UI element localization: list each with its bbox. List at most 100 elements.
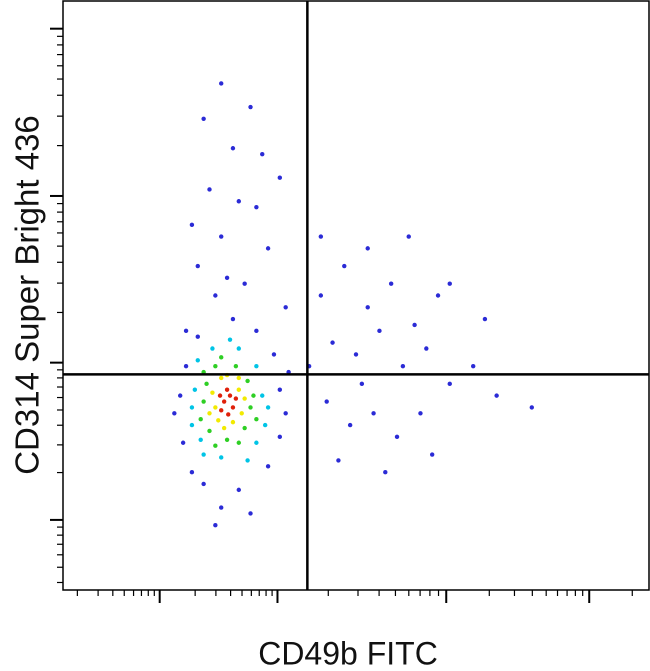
- event-dot: [210, 346, 215, 351]
- event-dot: [371, 411, 376, 416]
- event-dot: [180, 440, 186, 445]
- event-dot: [277, 434, 283, 440]
- event-dot: [377, 328, 382, 334]
- event-dot: [318, 234, 324, 239]
- event-dot: [271, 352, 277, 357]
- event-dot: [245, 378, 250, 384]
- event-dot: [183, 363, 189, 369]
- event-dot: [233, 363, 239, 369]
- event-dot: [207, 411, 212, 416]
- event-dot: [217, 393, 223, 398]
- event-dot: [388, 281, 394, 286]
- event-dot: [201, 452, 206, 457]
- event-dot: [201, 399, 206, 404]
- event-dot: [195, 358, 200, 363]
- event-dot: [230, 419, 236, 425]
- event-dot: [230, 405, 236, 410]
- event-dot: [418, 411, 423, 416]
- event-dot: [189, 405, 195, 410]
- event-dot: [172, 411, 177, 416]
- event-dot: [213, 523, 218, 528]
- event-dot: [242, 281, 247, 286]
- event-dot: [529, 405, 534, 410]
- event-dot: [283, 411, 288, 416]
- event-dot: [406, 234, 411, 239]
- plot-frame: [62, 0, 650, 591]
- event-dot: [394, 434, 400, 440]
- event-dot: [260, 393, 265, 398]
- event-dot: [236, 487, 241, 493]
- event-dot: [204, 381, 209, 387]
- event-dot: [201, 116, 206, 122]
- event-dot: [178, 393, 183, 398]
- event-dot: [183, 328, 189, 334]
- event-dot: [207, 187, 212, 192]
- event-dot: [265, 246, 271, 251]
- event-dot: [365, 246, 370, 251]
- event-dot: [353, 352, 359, 357]
- event-dot: [189, 422, 195, 428]
- event-dot: [424, 346, 429, 351]
- event-dot: [347, 422, 353, 428]
- event-dot: [210, 390, 215, 395]
- event-dot: [219, 81, 224, 86]
- event-dot: [195, 263, 200, 269]
- event-dot: [277, 175, 283, 180]
- event-dot: [254, 328, 259, 334]
- event-dot: [245, 458, 250, 463]
- event-dot: [251, 393, 256, 398]
- event-dot: [412, 322, 417, 328]
- event-dot: [226, 412, 231, 417]
- event-dot: [221, 399, 227, 404]
- event-dot: [219, 408, 224, 413]
- event-dot: [219, 234, 224, 239]
- event-dot: [239, 411, 244, 416]
- event-dot: [236, 387, 241, 392]
- event-dot: [365, 305, 370, 310]
- event-dot: [318, 293, 324, 298]
- event-dot: [236, 199, 241, 204]
- event-dot: [254, 363, 259, 369]
- event-dot: [219, 505, 224, 510]
- event-dot: [236, 375, 241, 381]
- event-dot: [254, 204, 259, 210]
- event-dot: [213, 363, 218, 369]
- event-dot: [330, 340, 335, 345]
- event-dot: [189, 222, 195, 228]
- event-dot: [262, 422, 268, 428]
- event-dot: [230, 146, 236, 151]
- event-dot: [324, 399, 329, 404]
- event-dot: [447, 281, 452, 286]
- event-dot: [242, 396, 247, 401]
- event-dot: [248, 104, 253, 110]
- event-dot: [336, 458, 341, 463]
- event-dot: [227, 393, 233, 398]
- event-dot: [201, 481, 206, 487]
- event-dot: [198, 437, 203, 443]
- event-dot: [221, 425, 227, 431]
- event-dot: [494, 393, 499, 398]
- event-dot: [195, 334, 200, 339]
- event-dot: [216, 418, 221, 423]
- event-dot: [482, 316, 488, 322]
- event-dot: [383, 470, 388, 475]
- event-dot: [471, 363, 476, 369]
- event-dot: [254, 416, 259, 422]
- event-dot: [230, 316, 236, 322]
- event-dot: [400, 363, 406, 369]
- event-dot: [286, 369, 291, 375]
- event-dot: [242, 425, 247, 431]
- event-dot: [189, 470, 195, 475]
- event-dot: [227, 337, 233, 342]
- event-dot: [213, 293, 218, 298]
- event-dot: [219, 375, 224, 381]
- event-dot: [429, 452, 435, 457]
- x-axis-title: CD49b FITC: [258, 635, 438, 671]
- event-dot: [207, 428, 212, 434]
- event-dot: [224, 387, 230, 392]
- event-dot: [233, 396, 239, 401]
- event-dot: [283, 305, 288, 310]
- event-dot: [359, 381, 365, 387]
